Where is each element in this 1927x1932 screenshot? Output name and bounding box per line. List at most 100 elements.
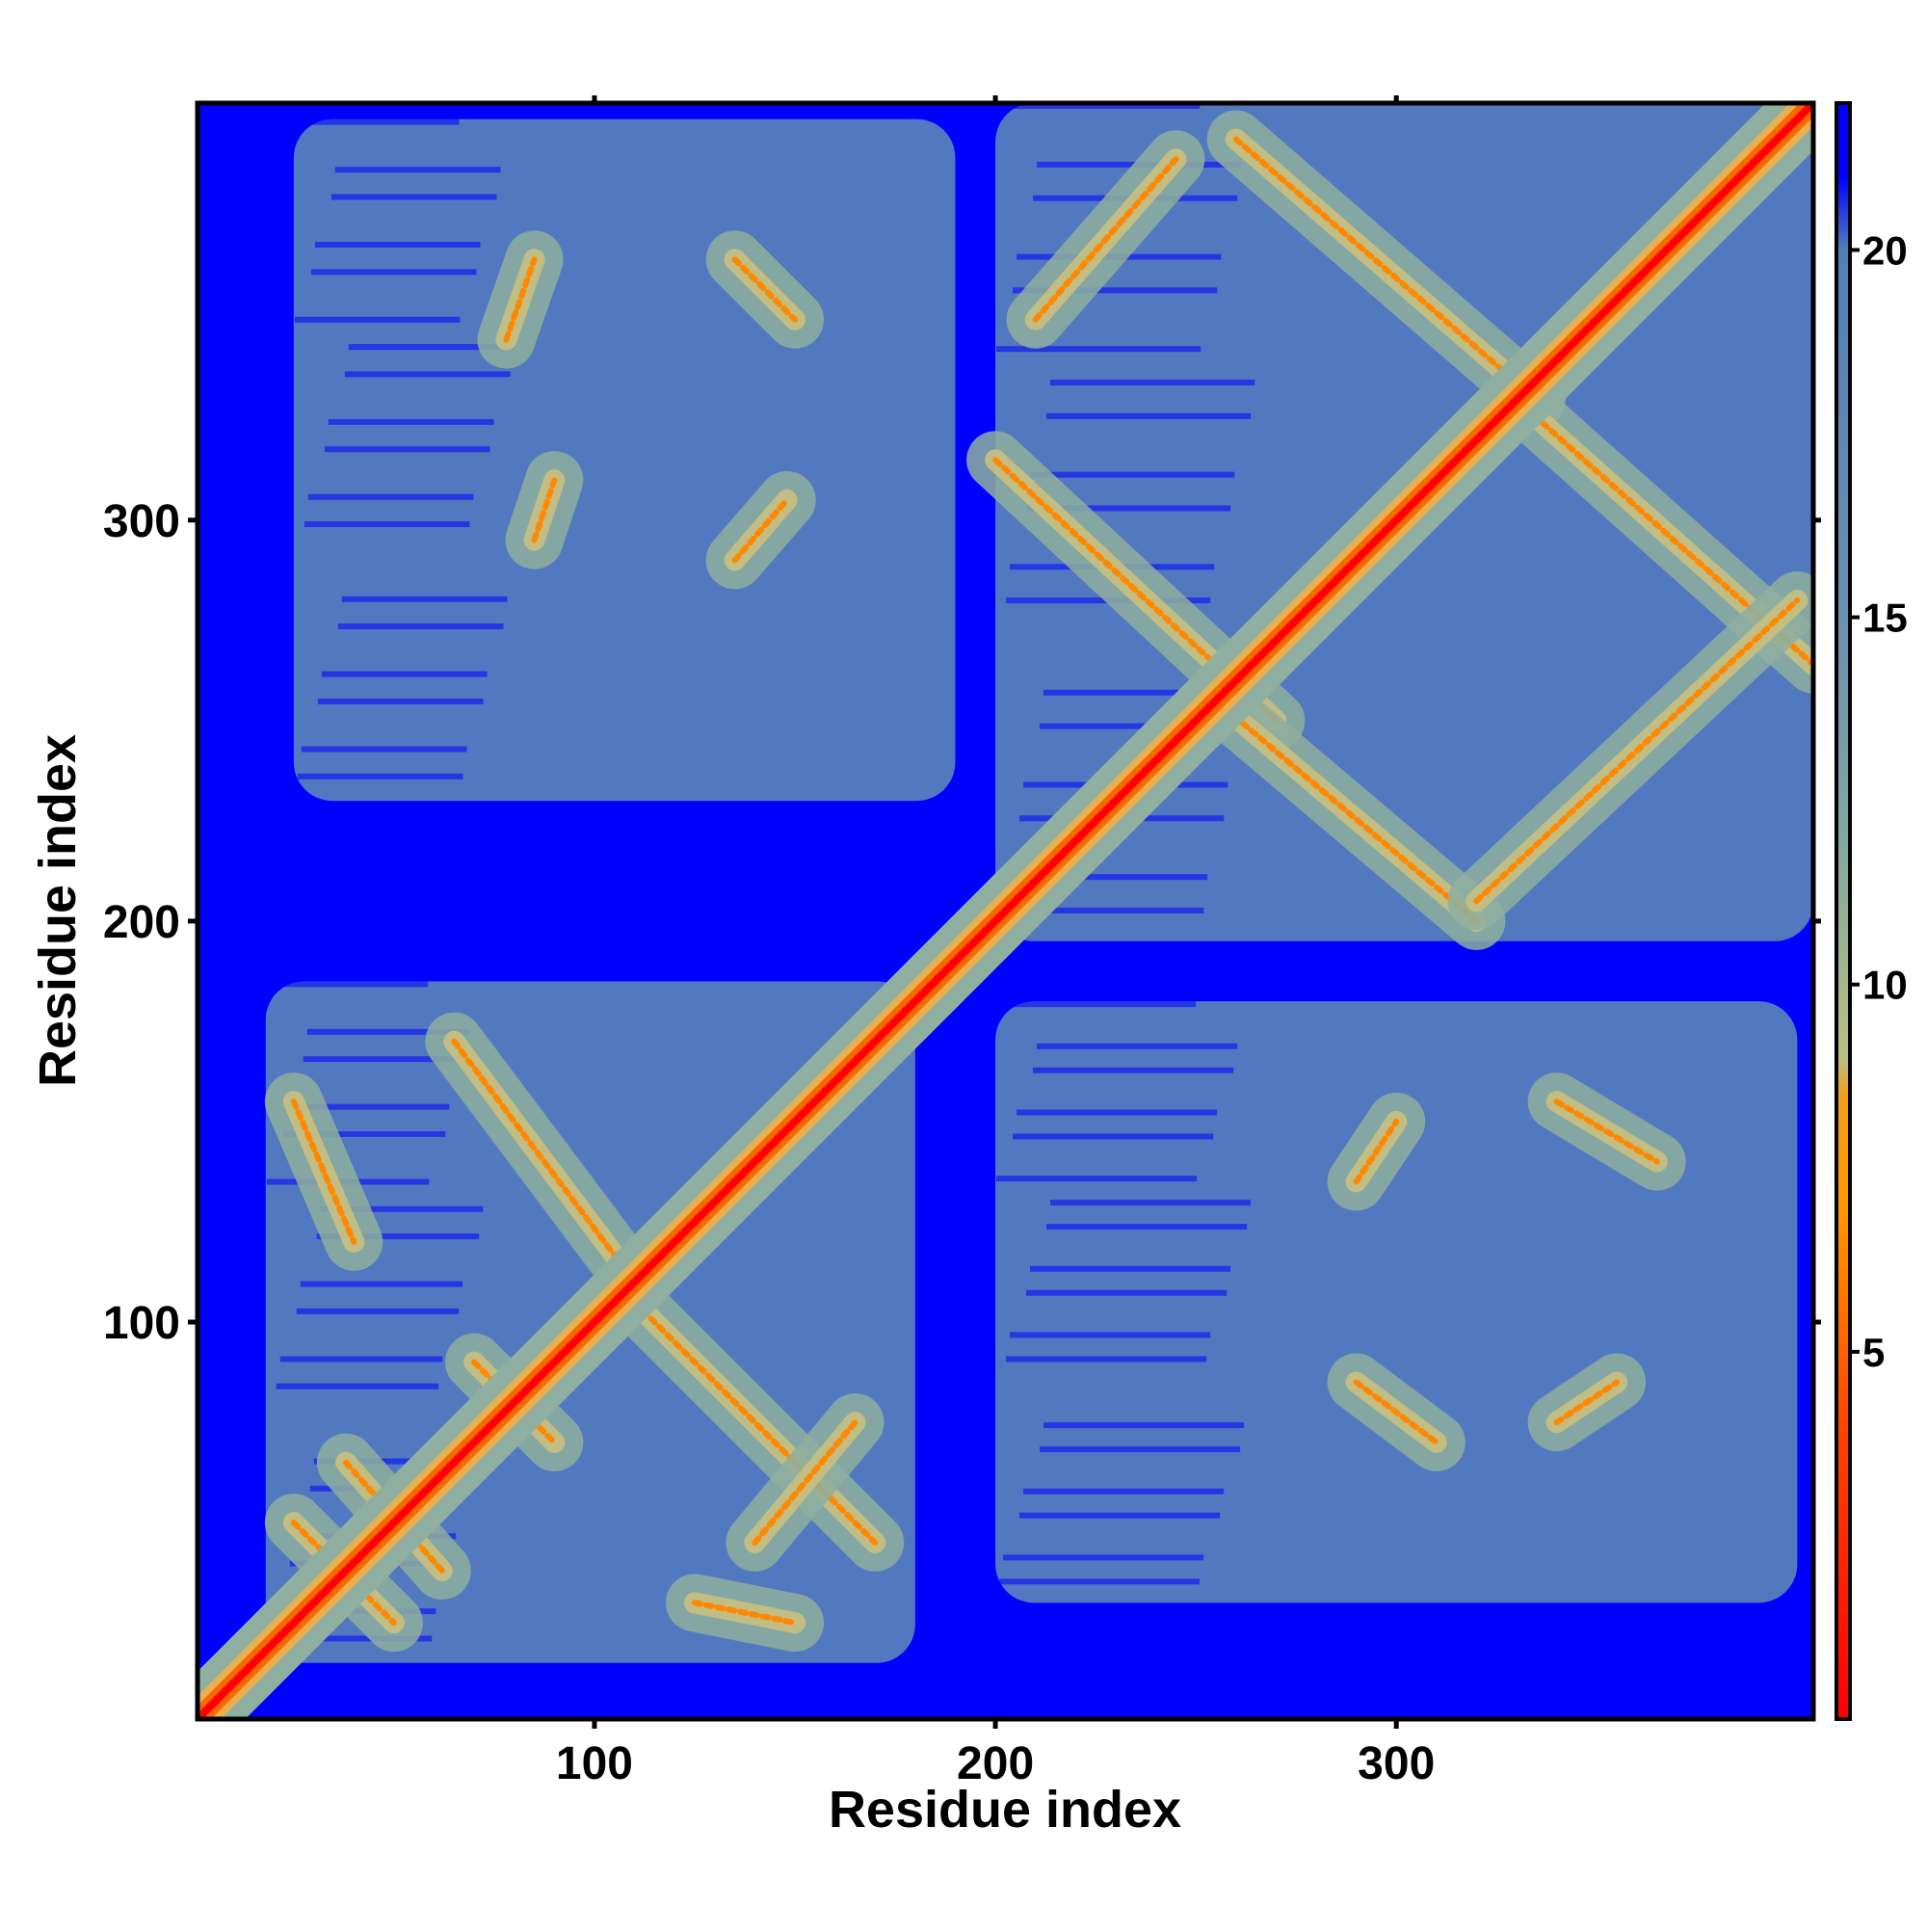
region-speckle — [995, 103, 1201, 109]
region-speckle — [303, 1056, 466, 1063]
plot-frame — [195, 100, 1816, 1722]
region-speckle — [313, 1458, 477, 1465]
region-speckle — [301, 746, 467, 753]
region-speckle — [996, 1176, 1198, 1182]
region-speckle — [999, 907, 1204, 913]
region-speckle — [1030, 471, 1235, 478]
region-speckle — [995, 1001, 1197, 1008]
contact-band-core — [1553, 1379, 1621, 1426]
region-speckle — [317, 698, 484, 704]
plot-area — [195, 100, 1816, 1722]
x-tick-label: 100 — [556, 1738, 633, 1789]
region-speckle — [1046, 412, 1252, 419]
contact-band-core — [1353, 1118, 1400, 1185]
region-speckle — [330, 194, 497, 200]
x-tick-label: 200 — [957, 1738, 1034, 1789]
colorbar: 5 10 15 20 — [1835, 101, 1908, 1721]
colorbar-tick-label: 10 — [1862, 963, 1908, 1008]
region-speckle — [296, 1308, 460, 1314]
region-speckle — [279, 1356, 443, 1363]
region-speckle — [1006, 1356, 1207, 1363]
contact-band-core — [631, 1299, 879, 1546]
region-speckle — [996, 346, 1201, 353]
region-speckle — [1046, 1224, 1248, 1231]
contact-band-core — [503, 256, 538, 343]
colorbar-gradient — [1835, 101, 1852, 1721]
x-axis-label: Residue index — [829, 1781, 1181, 1839]
diagonal-core — [198, 103, 1813, 1719]
region-speckle — [999, 1578, 1201, 1585]
region-speckle — [341, 595, 508, 602]
x-axis: 100 200 300 — [556, 95, 1435, 1789]
x-tick-label: 300 — [1358, 1738, 1435, 1789]
colorbar-tick-label: 5 — [1862, 1330, 1885, 1375]
colorbar-tick-label: 15 — [1862, 595, 1908, 641]
region-speckle — [1033, 1067, 1234, 1073]
region-speckle — [307, 493, 474, 500]
region-speckle — [1010, 1332, 1211, 1338]
region-speckle — [1023, 1488, 1225, 1495]
region-speckle — [1050, 1200, 1252, 1206]
region-speckle — [316, 1233, 480, 1240]
contact-band-core — [731, 256, 799, 323]
contact-band-core — [531, 477, 558, 543]
contact-band-core — [1032, 156, 1179, 323]
region-speckle — [344, 371, 511, 378]
region-speckle — [1050, 380, 1255, 386]
contact-band-core — [1473, 597, 1801, 905]
region-speckle — [293, 119, 460, 125]
region-speckle — [328, 418, 494, 425]
region-speckle — [1016, 1109, 1218, 1116]
region-speckle — [282, 1130, 446, 1137]
region-speckle — [324, 446, 490, 453]
region-speckle — [294, 316, 461, 323]
y-axis: 100 200 300 — [103, 496, 1821, 1349]
contact-band-core — [1553, 1098, 1660, 1165]
region-speckle — [276, 1383, 439, 1389]
region-speckle — [337, 623, 504, 630]
region-speckle — [1043, 1422, 1245, 1429]
contact-band-core — [692, 1600, 799, 1627]
contact-band-core — [1232, 136, 1540, 403]
region-speckle — [304, 521, 470, 528]
region-speckle — [269, 1635, 433, 1642]
region-speckle — [1026, 505, 1231, 512]
region-speckle — [1037, 1043, 1238, 1049]
y-tick-label: 100 — [103, 1298, 180, 1349]
contact-band-core — [731, 496, 790, 564]
region-speckle — [1003, 1554, 1204, 1561]
region-speckle — [334, 167, 501, 173]
contact-band-core — [290, 1098, 357, 1245]
contact-region — [995, 1001, 1798, 1603]
colorbar-tick-label: 20 — [1862, 227, 1908, 273]
region-speckle — [265, 981, 429, 988]
region-speckle — [1013, 287, 1218, 294]
region-speckle — [1026, 1289, 1227, 1296]
region-speckle — [1030, 1265, 1231, 1272]
region-speckle — [306, 1028, 470, 1035]
region-speckle — [314, 241, 481, 248]
region-speckle — [348, 344, 515, 351]
region-speckle — [321, 671, 488, 677]
region-speckle — [1013, 1133, 1214, 1140]
y-tick-label: 300 — [103, 496, 180, 547]
contact-band-core — [752, 1419, 858, 1546]
contact-band-core — [1212, 698, 1480, 924]
region-speckle — [286, 1103, 450, 1110]
region-speckle — [1043, 689, 1249, 696]
region-speckle — [1003, 874, 1208, 881]
region-speckle — [310, 269, 477, 276]
region-speckle — [1040, 1446, 1241, 1453]
region-speckle — [320, 1205, 484, 1212]
region-speckle — [1040, 723, 1245, 729]
diagonal-contacts — [198, 103, 1813, 1719]
contact-bands — [264, 110, 1813, 1653]
contact-band-core — [1353, 1379, 1439, 1445]
contact-band-core — [451, 1038, 638, 1285]
colorbar-ticks: 5 10 15 20 — [1850, 227, 1908, 1375]
region-speckle — [300, 1281, 463, 1287]
y-tick-label: 200 — [103, 897, 180, 948]
region-speckle — [1019, 1512, 1221, 1519]
